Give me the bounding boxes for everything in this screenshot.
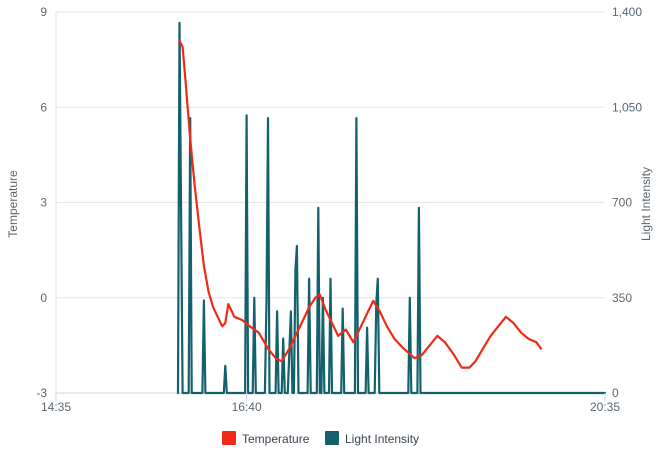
right-tick-label: 1,400	[612, 5, 642, 19]
series-line-temperature	[178, 39, 543, 369]
right-axis-title: Light Intensity	[639, 167, 653, 241]
legend-swatch	[222, 431, 236, 445]
right-axis-ticks: 0 350 700 1,050 1,400	[612, 5, 642, 400]
left-axis-ticks: -3 0 3 6 9	[36, 5, 47, 400]
right-tick-label: 700	[612, 196, 632, 210]
right-tick-label: 0	[612, 386, 619, 400]
legend-item[interactable]: Temperature	[222, 431, 310, 446]
x-tick-label: 20:35	[590, 400, 620, 414]
left-tick-label: 0	[40, 291, 47, 305]
grid	[55, 11, 605, 394]
right-tick-label: 1,050	[612, 100, 642, 114]
left-tick-label: -3	[36, 386, 47, 400]
right-tick-label: 350	[612, 291, 632, 305]
left-tick-label: 6	[40, 100, 47, 114]
left-tick-label: 3	[40, 196, 47, 210]
x-tick-label: 14:35	[41, 400, 71, 414]
x-tick-label: 16:40	[232, 400, 262, 414]
legend-label: Light Intensity	[345, 432, 419, 446]
left-tick-label: 9	[40, 5, 47, 19]
x-axis-ticks: 14:35 16:40 20:35	[41, 393, 620, 414]
series-line-light-intensity	[176, 21, 607, 395]
legend: Temperature Light Intensity	[222, 431, 419, 446]
left-axis-title: Temperature	[6, 170, 20, 238]
legend-item[interactable]: Light Intensity	[325, 431, 419, 446]
legend-swatch	[325, 431, 339, 445]
legend-label: Temperature	[242, 432, 310, 446]
plot-area	[176, 21, 607, 395]
